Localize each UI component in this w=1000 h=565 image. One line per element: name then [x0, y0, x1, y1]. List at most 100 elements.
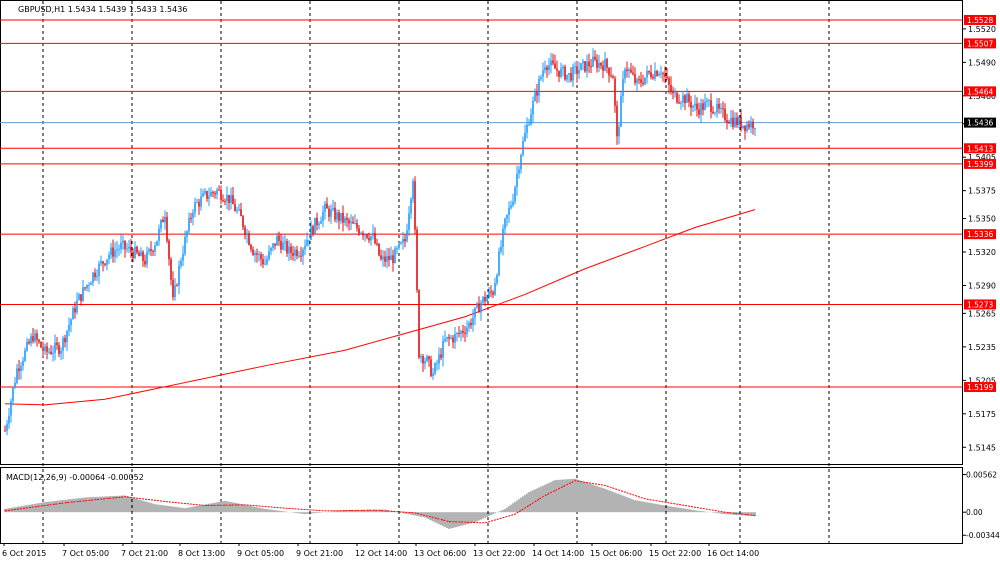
- candle-body: [78, 294, 80, 301]
- candle-body: [60, 350, 62, 354]
- candle-body: [154, 245, 156, 252]
- candle-body: [422, 356, 424, 364]
- candle-body: [694, 103, 696, 106]
- candle-body: [278, 235, 280, 241]
- candle-body: [436, 363, 438, 365]
- candle-body: [340, 212, 342, 221]
- candle-body: [546, 67, 548, 71]
- candle-body: [438, 354, 440, 364]
- candle-body: [506, 214, 508, 219]
- candle-body: [108, 255, 110, 260]
- candle-body: [466, 327, 468, 334]
- candle-body: [62, 338, 64, 351]
- candle-body: [526, 124, 528, 133]
- x-tick-label: 13 Oct 22:00: [473, 549, 525, 558]
- candle-body: [126, 248, 128, 250]
- candle-body: [704, 101, 706, 110]
- candle-body: [376, 243, 378, 245]
- level-label: 1.5413: [967, 144, 993, 153]
- candle-body: [444, 338, 446, 342]
- candle-body: [580, 63, 582, 71]
- candle-body: [508, 207, 510, 215]
- candle-body: [582, 61, 584, 64]
- time-axis: 6 Oct 2015 7 Oct 05:00 7 Oct 21:00 8 Oct 13…: [2, 543, 759, 558]
- candle-body: [52, 352, 54, 354]
- candle-body: [64, 338, 66, 343]
- x-tick-label: 7 Oct 21:00: [121, 549, 168, 558]
- candle-body: [748, 124, 750, 128]
- candle-body: [658, 73, 660, 76]
- candle-body: [248, 233, 250, 245]
- candle-body: [76, 300, 78, 313]
- candle-body: [224, 201, 226, 203]
- candle-body: [368, 237, 370, 241]
- main-panel-frame: [0, 0, 963, 465]
- candle-body: [240, 209, 242, 217]
- candle-body: [674, 92, 676, 94]
- level-label: 1.5273: [967, 300, 993, 309]
- candle-body: [518, 169, 520, 174]
- x-tick-label: 12 Oct 14:00: [355, 549, 407, 558]
- candle-body: [176, 285, 178, 287]
- candle-body: [74, 308, 76, 313]
- candle-body: [4, 430, 6, 432]
- candle-body: [112, 247, 114, 257]
- candle-body: [264, 263, 266, 265]
- candle-body: [554, 63, 556, 69]
- candle-body: [614, 78, 616, 106]
- candle-body: [298, 255, 300, 257]
- candle-body: [100, 261, 102, 264]
- candle-body: [174, 285, 176, 298]
- candle-body: [292, 252, 294, 256]
- candle-body: [354, 223, 356, 225]
- candle-body: [172, 279, 174, 298]
- candle-body: [430, 359, 432, 377]
- candle-body: [646, 70, 648, 78]
- candle-body: [446, 336, 448, 339]
- candle-body: [636, 79, 638, 83]
- candle-body: [6, 423, 8, 431]
- candle-body: [106, 259, 108, 265]
- candle-body: [194, 202, 196, 213]
- candle-body: [48, 351, 50, 353]
- ma-line: [4, 209, 756, 406]
- candle-body: [268, 251, 270, 260]
- symbol-header: GBPUSD,H1 1.5434 1.5439 1.5433 1.5436: [18, 5, 187, 14]
- candle-body: [222, 199, 224, 202]
- candle-body: [348, 220, 350, 224]
- candle-body: [744, 125, 746, 132]
- candle-body: [552, 60, 554, 64]
- level-tag: [964, 158, 996, 169]
- candle-body: [672, 91, 674, 94]
- candle-body: [494, 283, 496, 295]
- candle-body: [462, 331, 464, 333]
- candle-body: [336, 212, 338, 220]
- level-tag: [964, 86, 996, 97]
- candle-body: [470, 322, 472, 326]
- y-tick-label: 1.5350: [968, 215, 996, 224]
- x-tick-label: 8 Oct 13:00: [178, 549, 225, 558]
- candle-body: [10, 401, 12, 416]
- candle-body: [276, 235, 278, 246]
- candle-body: [304, 245, 306, 250]
- candle-body: [46, 346, 48, 352]
- candle-body: [228, 194, 230, 203]
- candle-body: [92, 272, 94, 283]
- y-tick-label: 1.5520: [968, 25, 996, 34]
- candle-body: [230, 195, 232, 203]
- candle-body: [656, 70, 658, 76]
- candle-body: [708, 100, 710, 102]
- candle-body: [136, 246, 138, 253]
- candle-body: [364, 234, 366, 236]
- candle-body: [350, 221, 352, 224]
- candle-body: [668, 78, 670, 85]
- candle-body: [152, 250, 154, 252]
- candle-body: [210, 191, 212, 197]
- candle-body: [146, 251, 148, 265]
- candle-body: [608, 67, 610, 76]
- candle-body: [752, 121, 754, 129]
- candle-body: [648, 70, 650, 73]
- candle-body: [236, 210, 238, 212]
